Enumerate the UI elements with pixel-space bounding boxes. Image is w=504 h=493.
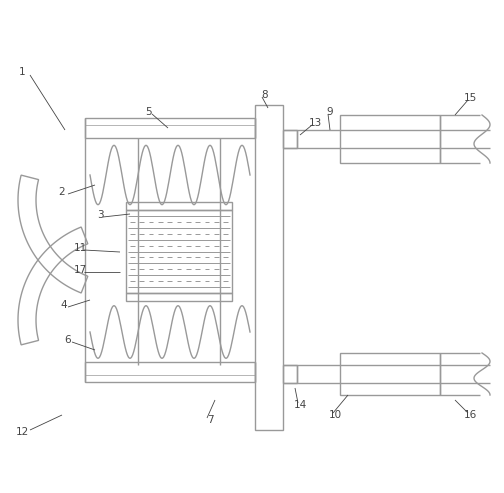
Bar <box>126 202 232 210</box>
Text: 6: 6 <box>65 335 71 345</box>
Text: 2: 2 <box>58 187 66 197</box>
Text: 17: 17 <box>74 265 87 275</box>
Text: 15: 15 <box>463 93 477 103</box>
Text: 1: 1 <box>19 67 25 77</box>
Text: 5: 5 <box>145 107 151 117</box>
Text: 16: 16 <box>463 410 477 420</box>
Text: 14: 14 <box>293 400 306 410</box>
Text: 11: 11 <box>74 243 87 253</box>
Text: 10: 10 <box>329 410 342 420</box>
Text: 13: 13 <box>308 118 322 128</box>
Text: 12: 12 <box>16 427 29 437</box>
Text: 8: 8 <box>262 90 268 100</box>
Bar <box>340 115 440 163</box>
Bar <box>283 365 297 383</box>
Text: 7: 7 <box>207 415 213 425</box>
Bar <box>255 105 283 430</box>
Text: 4: 4 <box>60 300 68 310</box>
Bar <box>340 353 440 395</box>
Text: 3: 3 <box>97 210 103 220</box>
Bar <box>85 118 255 138</box>
Bar <box>126 293 232 301</box>
Bar <box>283 130 297 148</box>
Bar <box>85 362 255 382</box>
Bar <box>126 210 232 293</box>
Text: 9: 9 <box>327 107 333 117</box>
